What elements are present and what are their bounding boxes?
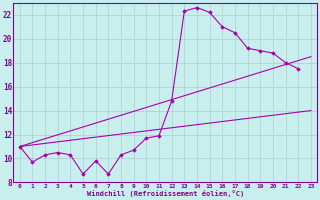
X-axis label: Windchill (Refroidissement éolien,°C): Windchill (Refroidissement éolien,°C): [87, 190, 244, 197]
